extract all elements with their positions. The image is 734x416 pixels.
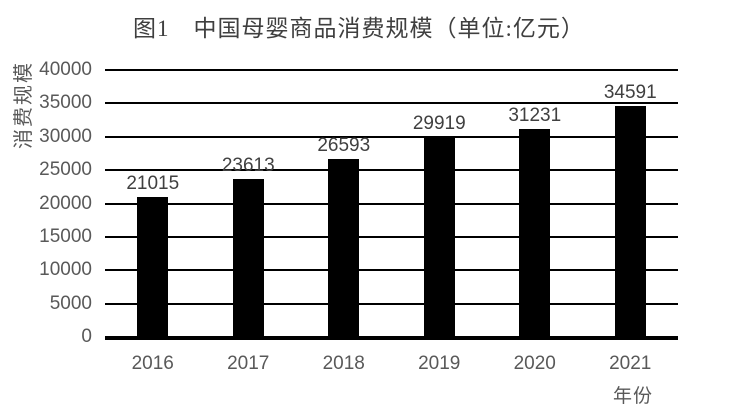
x-axis-title: 年份	[612, 386, 653, 407]
x-tick-label-2017: 2017	[227, 353, 270, 374]
gridline-20000	[105, 202, 678, 205]
gridline-35000	[105, 102, 678, 105]
plot-area: 21015 23613 26593 29919 31231 34591	[105, 69, 678, 337]
gridline-40000	[105, 69, 678, 71]
data-label-2021: 34591	[603, 82, 657, 104]
gridline-25000	[105, 169, 678, 172]
data-label-2017: 23613	[221, 155, 275, 177]
gridline-5000	[105, 302, 678, 305]
x-tick-label-2016: 2016	[131, 353, 174, 374]
x-tick-label-2018: 2018	[322, 353, 365, 374]
y-tick-label: 15000	[39, 225, 92, 247]
y-tick-label: 35000	[39, 92, 92, 114]
x-axis-line	[105, 336, 678, 340]
bar-2020	[519, 128, 551, 337]
chart-title: 图1 中国母婴商品消费规模（单位:亿元）	[133, 16, 585, 41]
gridline-30000	[105, 135, 678, 138]
y-tick-label: 5000	[49, 292, 92, 314]
y-tick-label: 25000	[39, 159, 92, 181]
x-tick-label-2019: 2019	[418, 353, 461, 374]
y-tick-label: 30000	[39, 125, 92, 147]
bar-2019	[423, 137, 455, 337]
gridline-10000	[105, 269, 678, 272]
y-tick-label: 0	[81, 326, 92, 347]
y-tick-label: 20000	[39, 192, 92, 214]
data-label-2016: 21015	[126, 172, 180, 194]
x-tick-label-2021: 2021	[609, 353, 652, 374]
bar-2018	[328, 159, 360, 337]
bar-2021	[614, 106, 646, 337]
data-label-2018: 26593	[317, 135, 371, 157]
bar-2016	[137, 196, 169, 337]
data-label-2020: 31231	[508, 104, 562, 126]
y-tick-label: 10000	[39, 259, 92, 281]
y-tick-label: 40000	[39, 59, 92, 80]
data-label-2019: 29919	[412, 113, 466, 135]
gridline-15000	[105, 235, 678, 238]
x-tick-label-2020: 2020	[513, 353, 556, 374]
bar-2017	[232, 179, 264, 337]
